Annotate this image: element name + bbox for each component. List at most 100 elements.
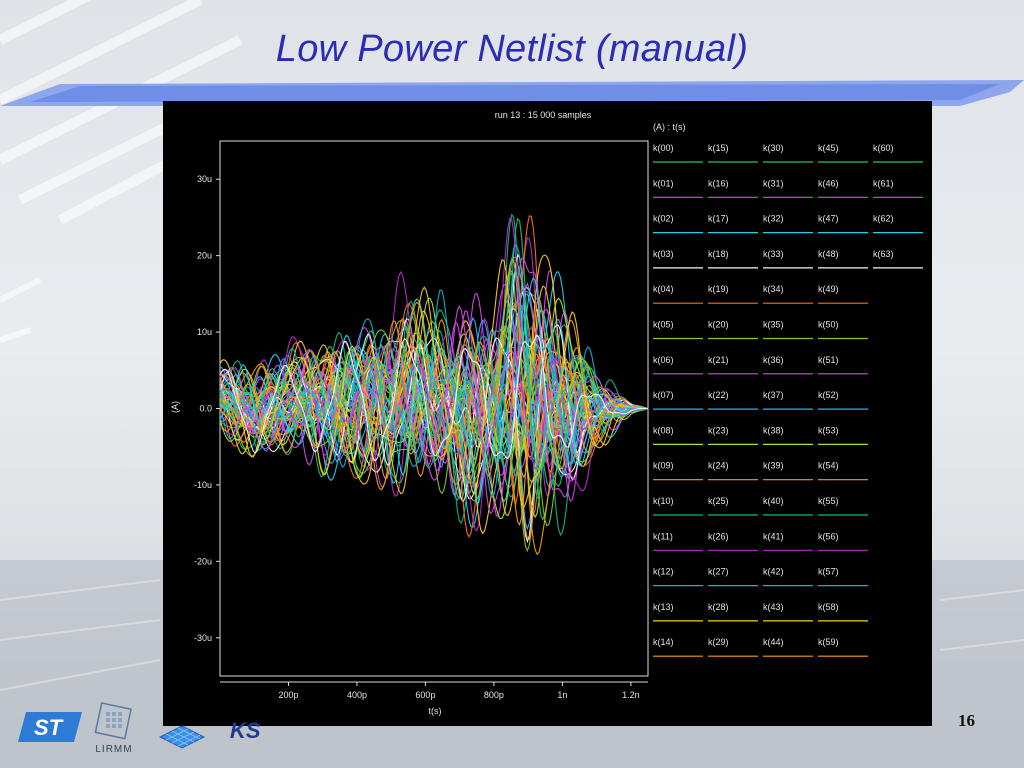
legend-label: k(21)	[708, 355, 729, 365]
page-number: 16	[958, 711, 975, 730]
chip-logo-icon	[158, 725, 206, 749]
legend: k(00) k(01) k(02) k(03) k(04) k(05) k(06) k(07)…	[653, 143, 923, 657]
waveform-plot: run 13 : 15 000 samples (A) : t(s) (A) t…	[163, 101, 932, 726]
chart-title: run 13 : 15 000 samples	[495, 110, 592, 120]
y-tick-label: -30u	[194, 633, 212, 643]
slide-title: Low Power Netlist (manual)	[275, 28, 749, 70]
y-tick-label: 10u	[197, 327, 212, 337]
x-tick-label: 1n	[557, 690, 567, 700]
legend-label: k(41)	[763, 531, 784, 541]
legend-label: k(53)	[818, 425, 839, 435]
legend-label: k(33)	[763, 249, 784, 259]
waveform-line-k(49)	[219, 343, 649, 507]
y-tick-label: 20u	[197, 251, 212, 261]
waveform-line-k(34)	[219, 215, 649, 539]
waveform-line-k(54)	[219, 341, 649, 540]
waveform-line-k(50)	[219, 301, 648, 527]
legend-title: (A) : t(s)	[653, 122, 686, 132]
legend-label: k(57)	[818, 567, 839, 577]
legend-label: k(05)	[653, 320, 674, 330]
legend-label: k(61)	[873, 178, 894, 188]
legend-label: k(47)	[818, 214, 839, 224]
legend-label: k(43)	[763, 602, 784, 612]
x-axis-label: t(s)	[429, 706, 442, 716]
legend-label: k(58)	[818, 602, 839, 612]
waveform-line-k(47)	[219, 268, 649, 484]
legend-label: k(39)	[763, 461, 784, 471]
legend-label: k(20)	[708, 320, 729, 330]
legend-label: k(01)	[653, 178, 674, 188]
y-axis-ticks: 30u 20u 10u 0.0 -10u -20u -30u	[194, 174, 220, 643]
legend-label: k(40)	[763, 496, 784, 506]
waveform-line-k(45)	[219, 363, 648, 459]
legend-label: k(31)	[763, 178, 784, 188]
y-tick-label: 0.0	[199, 404, 212, 414]
legend-label: k(63)	[873, 249, 894, 259]
legend-label: k(62)	[873, 214, 894, 224]
x-tick-label: 800p	[484, 690, 504, 700]
legend-label: k(03)	[653, 249, 674, 259]
legend-label: k(50)	[818, 320, 839, 330]
waveform-line-k(48)	[219, 324, 649, 544]
legend-label: k(44)	[763, 637, 784, 647]
legend-label: k(12)	[653, 567, 674, 577]
st-logo: ST	[18, 712, 82, 742]
ks-logo-text: KS	[230, 718, 261, 743]
legend-label: k(22)	[708, 390, 729, 400]
legend-label: k(28)	[708, 602, 729, 612]
waveform-line-k(53)	[219, 297, 649, 520]
legend-label: k(23)	[708, 425, 729, 435]
legend-label: k(14)	[653, 637, 674, 647]
legend-label: k(06)	[653, 355, 674, 365]
legend-label: k(38)	[763, 425, 784, 435]
legend-label: k(08)	[653, 425, 674, 435]
legend-label: k(15)	[708, 143, 729, 153]
legend-label: k(09)	[653, 461, 674, 471]
legend-label: k(25)	[708, 496, 729, 506]
st-logo-text: ST	[34, 715, 64, 740]
legend-label: k(49)	[818, 284, 839, 294]
legend-label: k(48)	[818, 249, 839, 259]
waveform-svg: run 13 : 15 000 samples (A) : t(s) (A) t…	[170, 110, 923, 716]
y-tick-label: 30u	[197, 174, 212, 184]
x-tick-label: 600p	[415, 690, 435, 700]
waveform-line-k(63)	[219, 334, 648, 462]
legend-label: k(45)	[818, 143, 839, 153]
legend-label: k(27)	[708, 567, 729, 577]
waveform-line-k(37)	[219, 316, 649, 531]
waveform-line-k(62)	[219, 276, 649, 504]
waveform-line-k(59)	[219, 296, 649, 527]
title-underline-bar	[0, 80, 1024, 106]
legend-label: k(59)	[818, 637, 839, 647]
legend-label: k(52)	[818, 390, 839, 400]
legend-label: k(46)	[818, 178, 839, 188]
legend-label: k(32)	[763, 214, 784, 224]
waveform-line-k(56)	[219, 351, 649, 470]
waveform-line-k(60)	[219, 344, 649, 477]
legend-label: k(00)	[653, 143, 674, 153]
legend-label: k(37)	[763, 390, 784, 400]
legend-label: k(29)	[708, 637, 729, 647]
legend-label: k(18)	[708, 249, 729, 259]
legend-label: k(11)	[653, 531, 673, 541]
legend-label: k(02)	[653, 214, 674, 224]
x-tick-label: 400p	[347, 690, 367, 700]
legend-label: k(56)	[818, 531, 839, 541]
legend-label: k(10)	[653, 496, 674, 506]
legend-label: k(54)	[818, 461, 839, 471]
legend-label: k(26)	[708, 531, 729, 541]
legend-label: k(13)	[653, 602, 674, 612]
lirmm-logo-text: LIRMM	[95, 744, 133, 755]
legend-label: k(16)	[708, 178, 729, 188]
legend-label: k(34)	[763, 284, 784, 294]
legend-label: k(55)	[818, 496, 839, 506]
legend-label: k(36)	[763, 355, 784, 365]
legend-label: k(35)	[763, 320, 784, 330]
legend-label: k(19)	[708, 284, 729, 294]
x-axis-ticks: 200p 400p 600p 800p 1n 1.2n	[220, 681, 648, 700]
y-tick-label: -10u	[194, 480, 212, 490]
y-axis-label: (A)	[170, 401, 180, 413]
legend-label: k(51)	[818, 355, 839, 365]
legend-label: k(17)	[708, 214, 729, 224]
legend-label: k(30)	[763, 143, 784, 153]
